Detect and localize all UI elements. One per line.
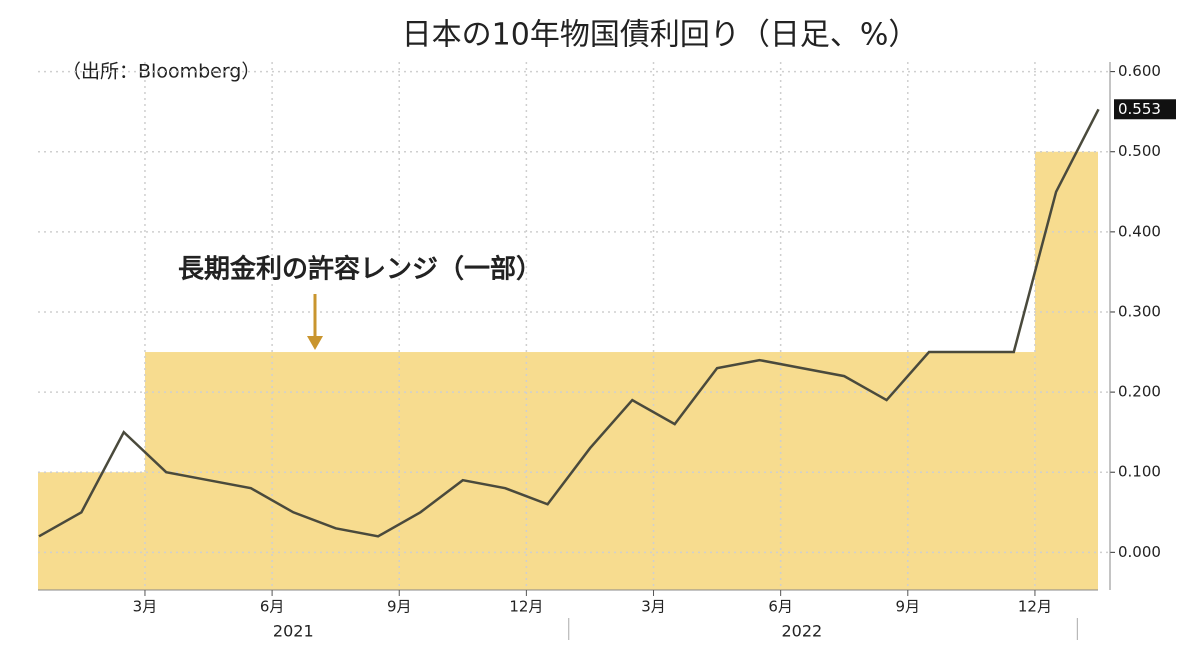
x-tick-label: 12月	[1018, 598, 1052, 616]
x-tick-label: 6月	[768, 598, 793, 616]
source-note: （出所：Bloomberg）	[62, 61, 260, 83]
x-tick-label: 6月	[260, 598, 285, 616]
y-tick-label: 0.100	[1118, 463, 1161, 481]
x-tick-label: 12月	[509, 598, 543, 616]
x-tick-label: 3月	[641, 598, 666, 616]
y-tick-label: 0.500	[1118, 142, 1161, 160]
tolerance-band	[1034, 151, 1098, 590]
annotation-arrowhead	[307, 336, 323, 350]
y-tick-label: 0.200	[1118, 383, 1161, 401]
tolerance-band	[144, 352, 1035, 590]
tolerance-band	[38, 472, 145, 590]
x-tick-label: 9月	[896, 598, 921, 616]
year-label: 2022	[781, 622, 822, 641]
last-value-label: 0.553	[1118, 100, 1161, 118]
year-label: 2021	[273, 622, 314, 641]
y-tick-label: 0.000	[1118, 543, 1161, 561]
y-tick-label: 0.400	[1118, 222, 1161, 240]
yield-line	[38, 108, 1100, 538]
x-tick-label: 3月	[133, 598, 158, 616]
annotation: 長期金利の許容レンジ（一部）	[178, 254, 542, 285]
x-tick-label: 9月	[387, 598, 412, 616]
chart-title: 日本の10年物国債利回り（日足、%）	[402, 18, 919, 53]
y-tick-label: 0.300	[1118, 302, 1161, 320]
last-value-tag	[1114, 99, 1176, 120]
y-tick-label: 0.600	[1118, 62, 1161, 80]
